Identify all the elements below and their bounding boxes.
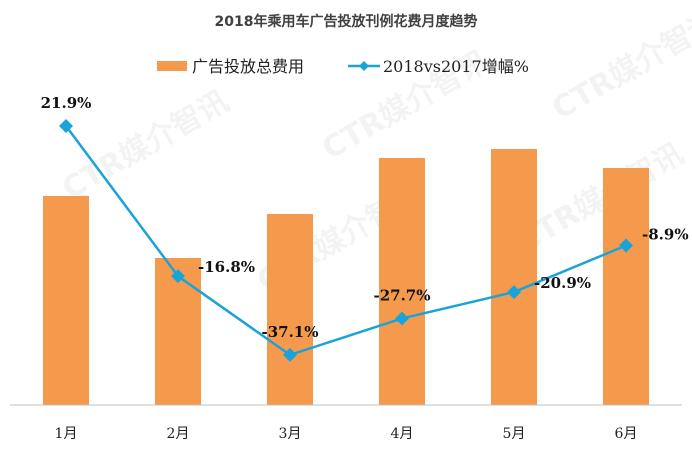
data-label: -27.7% (373, 286, 430, 304)
growth-marker (507, 285, 521, 300)
bar-6月 (603, 168, 649, 405)
x-tick-label: 3月 (279, 426, 302, 442)
bar-4月 (379, 158, 425, 405)
bar-3月 (267, 214, 313, 405)
legend-label-bar: 广告投放总费用 (192, 57, 304, 76)
growth-marker (619, 238, 633, 253)
x-tick-label: 5月 (503, 426, 526, 442)
growth-marker (59, 119, 73, 133)
watermark-text: CTR媒介智讯 (547, 4, 692, 127)
data-label: 21.9% (41, 94, 92, 112)
data-label: -8.9% (642, 226, 689, 244)
growth-marker (171, 269, 185, 284)
growth-marker (283, 347, 297, 362)
legend-label-line: 2018vs2017增幅% (383, 57, 529, 76)
x-tick-label: 6月 (615, 426, 638, 442)
chart-title: 2018年乘用车广告投放刊例花费月度趋势 (215, 13, 478, 30)
x-tick-label: 4月 (391, 426, 414, 442)
x-tick-label: 2月 (167, 426, 190, 442)
data-label: -16.8% (198, 258, 255, 276)
bar-1月 (43, 196, 89, 405)
legend-marker (359, 61, 369, 71)
watermark: CTR媒介智讯CTR媒介智讯CTR媒介智讯CTR媒介智讯CTR媒介智讯 (57, 4, 692, 300)
data-label: -20.9% (534, 274, 591, 292)
legend-swatch-bar (157, 61, 187, 71)
growth-marker (395, 311, 409, 326)
legend: 广告投放总费用 2018vs2017增幅% (157, 57, 529, 76)
bar-5月 (491, 149, 537, 405)
x-tick-label: 1月 (55, 426, 78, 442)
data-label: -37.1% (261, 323, 318, 341)
growth-line (64, 125, 627, 357)
